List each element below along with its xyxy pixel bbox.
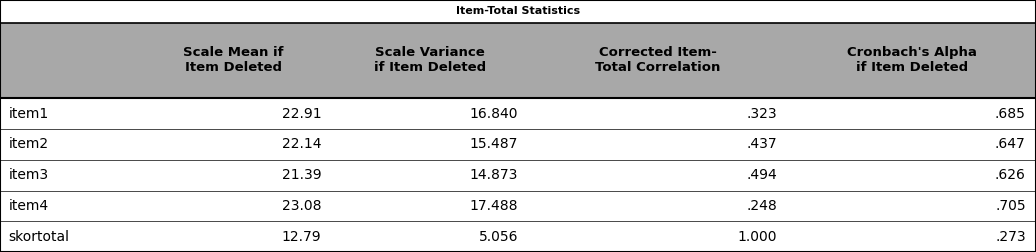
Text: Scale Variance
if Item Deleted: Scale Variance if Item Deleted: [374, 46, 486, 75]
Text: .273: .273: [995, 230, 1026, 244]
Bar: [0, 0, 1036, 23]
Text: 16.840: 16.840: [469, 107, 518, 121]
Text: skortotal: skortotal: [8, 230, 69, 244]
Text: 22.14: 22.14: [282, 137, 321, 151]
Bar: [0, 23, 1036, 98]
Bar: [0, 221, 1036, 252]
Text: 17.488: 17.488: [469, 199, 518, 213]
Text: 23.08: 23.08: [282, 199, 321, 213]
Text: Corrected Item-
Total Correlation: Corrected Item- Total Correlation: [595, 46, 721, 75]
Text: 12.79: 12.79: [282, 230, 321, 244]
Bar: [0, 129, 1036, 160]
Bar: [0, 191, 1036, 221]
Text: item1: item1: [8, 107, 49, 121]
Text: .705: .705: [995, 199, 1026, 213]
Text: Item-Total Statistics: Item-Total Statistics: [456, 6, 580, 16]
Text: .626: .626: [995, 168, 1026, 182]
Text: Cronbach's Alpha
if Item Deleted: Cronbach's Alpha if Item Deleted: [846, 46, 977, 75]
Text: .248: .248: [746, 199, 777, 213]
Text: 5.056: 5.056: [479, 230, 518, 244]
Text: Scale Mean if
Item Deleted: Scale Mean if Item Deleted: [182, 46, 284, 75]
Text: 15.487: 15.487: [469, 137, 518, 151]
Text: item3: item3: [8, 168, 49, 182]
Text: 1.000: 1.000: [738, 230, 777, 244]
Text: 14.873: 14.873: [469, 168, 518, 182]
Text: .685: .685: [995, 107, 1026, 121]
Text: .647: .647: [995, 137, 1026, 151]
Bar: [0, 160, 1036, 191]
Text: item2: item2: [8, 137, 49, 151]
Text: .494: .494: [746, 168, 777, 182]
Text: .323: .323: [746, 107, 777, 121]
Text: .437: .437: [746, 137, 777, 151]
Text: 22.91: 22.91: [282, 107, 321, 121]
Text: 21.39: 21.39: [282, 168, 321, 182]
Bar: [0, 98, 1036, 129]
Text: item4: item4: [8, 199, 49, 213]
